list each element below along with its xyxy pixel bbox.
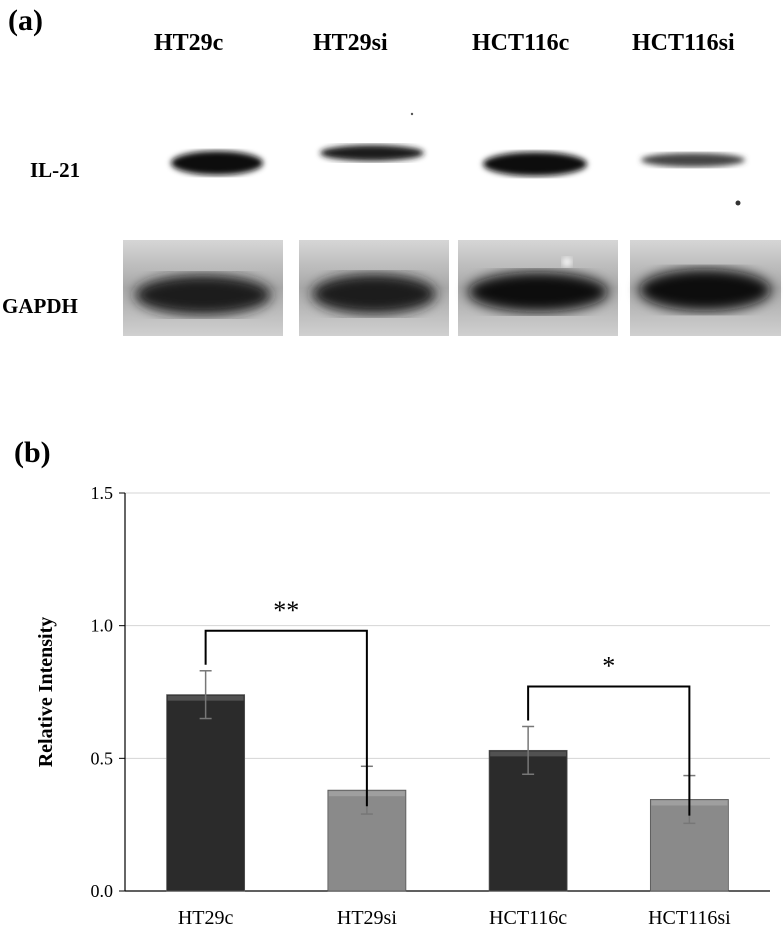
y-tick-label: 1.5 bbox=[91, 483, 114, 503]
il21-band-ht29c bbox=[171, 151, 263, 175]
x-tick-label: HCT116c bbox=[489, 907, 567, 929]
x-tick-label: HT29c bbox=[178, 907, 234, 929]
y-tick-label: 1.0 bbox=[91, 616, 114, 636]
error-bars bbox=[199, 670, 696, 825]
significance-bracket bbox=[204, 629, 368, 807]
il21-band-hct116c bbox=[483, 152, 587, 176]
significance-label: ** bbox=[273, 596, 299, 625]
y-axis-title: Relative Intensity bbox=[35, 617, 57, 768]
axis-labels: 0.0 0.5 1.0 1.5 HT29c HT29si HCT116c HCT116si Re… bbox=[35, 483, 731, 929]
lane-header-hct116c: HCT116c bbox=[472, 30, 570, 56]
row-label-il21: IL-21 bbox=[30, 158, 81, 182]
y-tick-label: 0.5 bbox=[91, 748, 114, 768]
bar-ht29c bbox=[166, 694, 246, 892]
il21-bands bbox=[171, 112, 745, 206]
lane-header-ht29si: HT29si bbox=[313, 30, 388, 56]
bars bbox=[166, 694, 729, 892]
il21-band-ht29si bbox=[320, 145, 424, 161]
lane-header-hct116si: HCT116si bbox=[632, 30, 735, 56]
panel-label-b: (b) bbox=[14, 436, 51, 469]
panel-label-a: (a) bbox=[8, 4, 43, 37]
significance-label: * bbox=[602, 651, 615, 680]
x-tick-label: HCT116si bbox=[648, 907, 731, 929]
significance-brackets: *** bbox=[204, 596, 691, 816]
gapdh-blots bbox=[123, 240, 781, 336]
y-tick-label: 0.0 bbox=[91, 881, 114, 901]
western-blot-image bbox=[123, 112, 781, 336]
il21-band-hct116si bbox=[641, 153, 745, 167]
row-label-gapdh: GAPDH bbox=[2, 294, 78, 318]
significance-bracket bbox=[527, 685, 691, 816]
lane-header-ht29c: HT29c bbox=[154, 30, 224, 56]
x-tick-label: HT29si bbox=[337, 907, 397, 929]
